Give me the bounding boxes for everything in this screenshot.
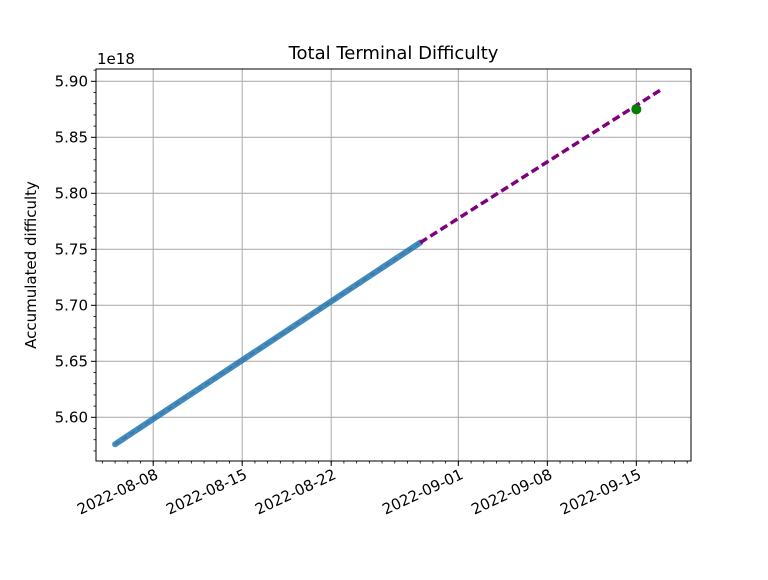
y-tick-label: 5.65 [55, 352, 88, 370]
y-tick-label: 5.90 [55, 72, 88, 90]
plot-frame [95, 68, 692, 462]
y-tick-label: 5.75 [55, 240, 88, 258]
y-tick-label: 5.85 [55, 128, 88, 146]
grid [96, 69, 691, 461]
solid-series-fit-overlay [114, 241, 421, 445]
y-tick-label: 5.70 [55, 296, 88, 314]
series-layer [112, 87, 663, 448]
y-axis-offset-label: 1e18 [97, 50, 135, 68]
y-axis-label: Accumulated difficulty [22, 181, 40, 349]
chart-title: Total Terminal Difficulty [288, 43, 499, 64]
y-tick-label: 5.60 [55, 408, 88, 426]
y-tick-label: 5.80 [55, 184, 88, 202]
highlight-point [631, 104, 642, 115]
